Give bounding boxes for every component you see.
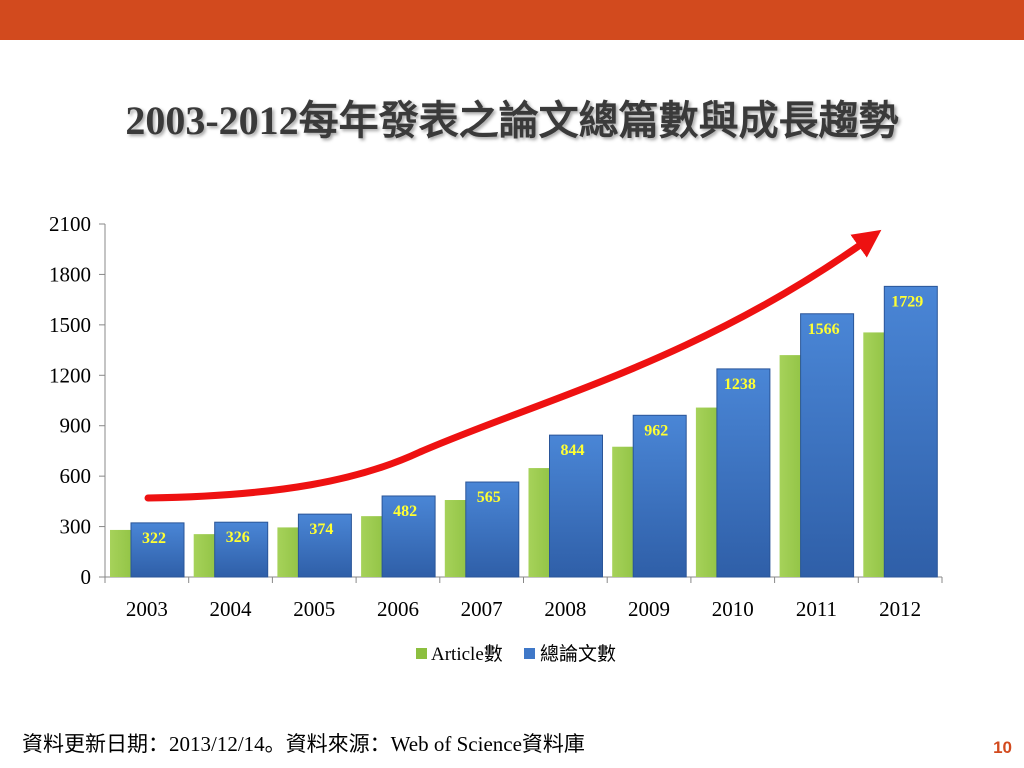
x-tick-label: 2009 [628, 597, 670, 621]
bar-data-label: 1238 [724, 376, 756, 393]
y-tick-label: 300 [60, 515, 92, 539]
bar-total [297, 513, 352, 578]
bar-total [549, 434, 603, 578]
legend-label-total: 總論文數 [540, 643, 616, 665]
bar-data-label: 565 [477, 489, 501, 506]
y-tick-label: 1200 [49, 363, 91, 387]
x-tick-label: 2012 [879, 597, 921, 621]
y-tick-label: 1800 [49, 262, 91, 286]
bar-total [465, 481, 520, 578]
page-number: 10 [993, 738, 1012, 757]
y-tick-label: 2100 [49, 212, 91, 236]
x-tick-label: 2011 [796, 597, 837, 621]
bar-data-label: 326 [226, 529, 250, 546]
bar-total [883, 285, 938, 578]
x-tick-label: 2010 [712, 597, 754, 621]
y-tick-label: 1500 [49, 313, 91, 337]
y-tick-label: 600 [60, 464, 92, 488]
x-tick-label: 2008 [544, 597, 586, 621]
bar-data-label: 844 [561, 442, 585, 459]
x-tick-label: 2007 [461, 597, 503, 621]
slide-title: 2003-2012每年發表之論文總篇數與成長趨勢 [125, 98, 899, 143]
trend-arrow [144, 229, 882, 502]
y-tick-label: 0 [81, 565, 92, 589]
legend-label-article: Article數 [431, 643, 503, 665]
y-tick-label: 900 [60, 414, 92, 438]
bar-data-label: 482 [393, 503, 417, 520]
bar-total [381, 495, 436, 578]
bar-total [214, 521, 269, 578]
source-note: 資料更新日期：2013/12/14。資料來源：Web of Science資料庫 [22, 732, 585, 756]
x-tick-label: 2004 [210, 597, 253, 621]
bar-data-label: 962 [644, 422, 668, 439]
bar-total [800, 313, 855, 578]
bar-total [716, 368, 771, 578]
legend-swatch-total [524, 648, 535, 659]
legend-swatch-article [416, 648, 427, 659]
bar-data-label: 1566 [808, 321, 840, 338]
bar-data-label: 374 [309, 521, 333, 538]
x-tick-label: 2006 [377, 597, 419, 621]
top-accent-bar [0, 0, 1024, 40]
bar-data-label: 322 [142, 530, 166, 547]
bar-data-label: 1729 [891, 293, 923, 310]
bar-total [130, 522, 185, 578]
x-tick-label: 2005 [293, 597, 335, 621]
x-tick-label: 2003 [126, 597, 168, 621]
bar-total [632, 414, 687, 578]
legend: Article數 總論文數 [416, 643, 616, 665]
